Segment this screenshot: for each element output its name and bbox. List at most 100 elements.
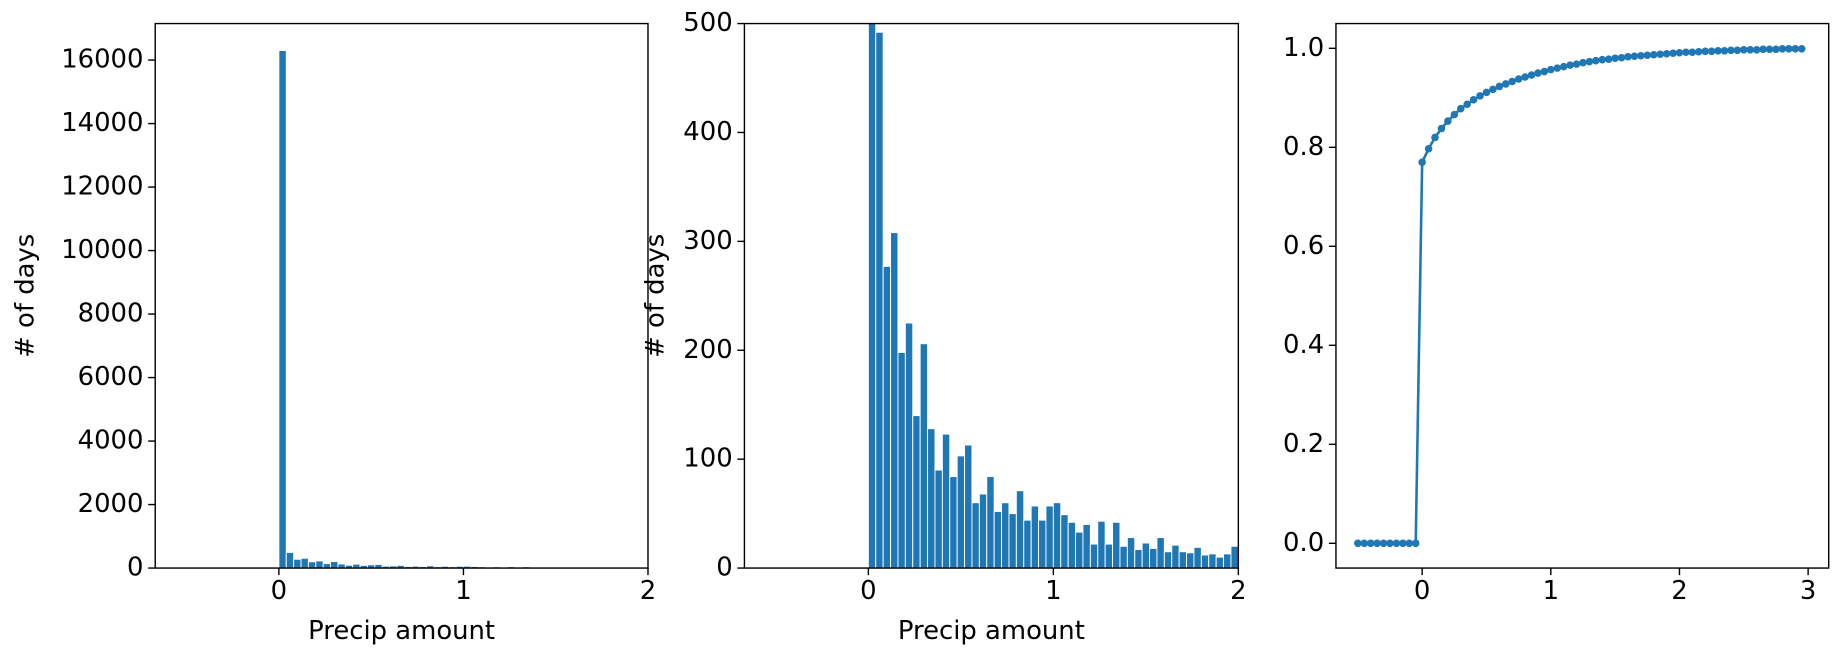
point [1392,539,1401,548]
point [1424,145,1433,153]
bar [941,433,951,569]
point [1662,49,1671,58]
point [1746,46,1754,54]
plot-area [1354,45,1806,548]
bar [1045,505,1054,569]
point [1720,47,1729,55]
point [1656,50,1664,59]
bar [1215,556,1225,569]
x-tick-label: 1 [455,576,471,606]
bar [978,493,988,569]
point [1740,46,1748,54]
bar [1178,551,1188,569]
x-tick-label: 2 [1230,576,1246,606]
point [1495,82,1504,91]
point [1727,46,1735,55]
bar [934,469,943,569]
point [1592,56,1600,65]
bar [890,232,899,569]
point [1354,539,1362,548]
point [1386,539,1394,548]
bar [1001,502,1010,569]
bar [927,428,936,569]
subplot: 0 2000 4000 6000 8000 10000 12000 14000 16000 0 1 2… [10,22,656,646]
point [1476,92,1484,100]
bar [285,551,295,569]
point [1418,158,1426,166]
point [1778,45,1787,53]
point [1379,539,1388,548]
y-tick-label: 0.4 [1283,330,1324,360]
point [1521,73,1529,81]
point [1643,51,1652,60]
point [1791,45,1800,53]
bar [956,455,966,569]
y-tick-label: 10000 [61,235,143,265]
y-tick-label: 0 [716,553,732,583]
point [1572,60,1581,68]
x-tick-label: 2 [640,576,656,606]
y-tick-label: 300 [683,226,732,256]
bar [1030,505,1040,569]
point [1765,45,1774,54]
x-axis-label: Precip amount [898,616,1085,646]
point [1733,46,1742,55]
bar [1208,553,1217,569]
axes-frame [1335,22,1830,569]
bar [1193,546,1202,569]
x-axis-label: Precip amount [308,616,495,646]
point [1752,46,1761,54]
point [1759,45,1767,54]
subplot: 0.0 0.2 0.4 0.6 0.8 1.0 0 1 2 3 [1283,22,1830,606]
bar [912,415,921,569]
bar [1171,544,1180,569]
bar [1023,519,1032,569]
bar [1126,537,1136,569]
y-tick-label: 500 [683,8,732,38]
bar [1052,502,1062,569]
bar [964,444,973,569]
y-tick-label: 0.0 [1283,528,1324,558]
y-axis-label: # of days [10,234,40,358]
bar [1134,549,1143,569]
bar [867,23,877,569]
point [1585,57,1594,66]
point [1360,539,1369,548]
bar [1089,543,1099,569]
y-tick-label: 4000 [78,426,144,456]
point [1502,80,1510,88]
bar [993,510,1003,569]
y-tick-label: 8000 [78,299,144,329]
point [1463,100,1471,109]
point [1431,133,1439,142]
axes-frame [743,22,1240,569]
point [1630,52,1639,60]
bar [1186,552,1195,569]
bar [1104,543,1114,569]
point [1534,69,1542,77]
point [1366,539,1375,548]
bar [1060,514,1069,569]
point [1553,64,1562,72]
y-axis-label: # of days [641,234,671,358]
point [1714,47,1722,55]
bar [904,322,914,569]
point [1450,110,1459,119]
point [1624,52,1632,61]
x-tick-label: 1 [1045,576,1061,606]
bar [971,502,980,569]
x-tick-label: 0 [271,576,287,606]
bar [278,50,287,569]
y-tick-label: 0.6 [1283,231,1324,261]
point [1669,49,1677,58]
y-tick-label: 200 [683,335,732,365]
point [1559,62,1568,71]
y-tick-label: 6000 [78,362,144,392]
x-tick-label: 1 [1543,576,1559,606]
point [1617,53,1626,62]
bar [1223,553,1232,569]
subplot: 0 100 200 300 400 500 0 1 2 Precip amount # of day… [641,8,1247,646]
point [1566,61,1574,69]
